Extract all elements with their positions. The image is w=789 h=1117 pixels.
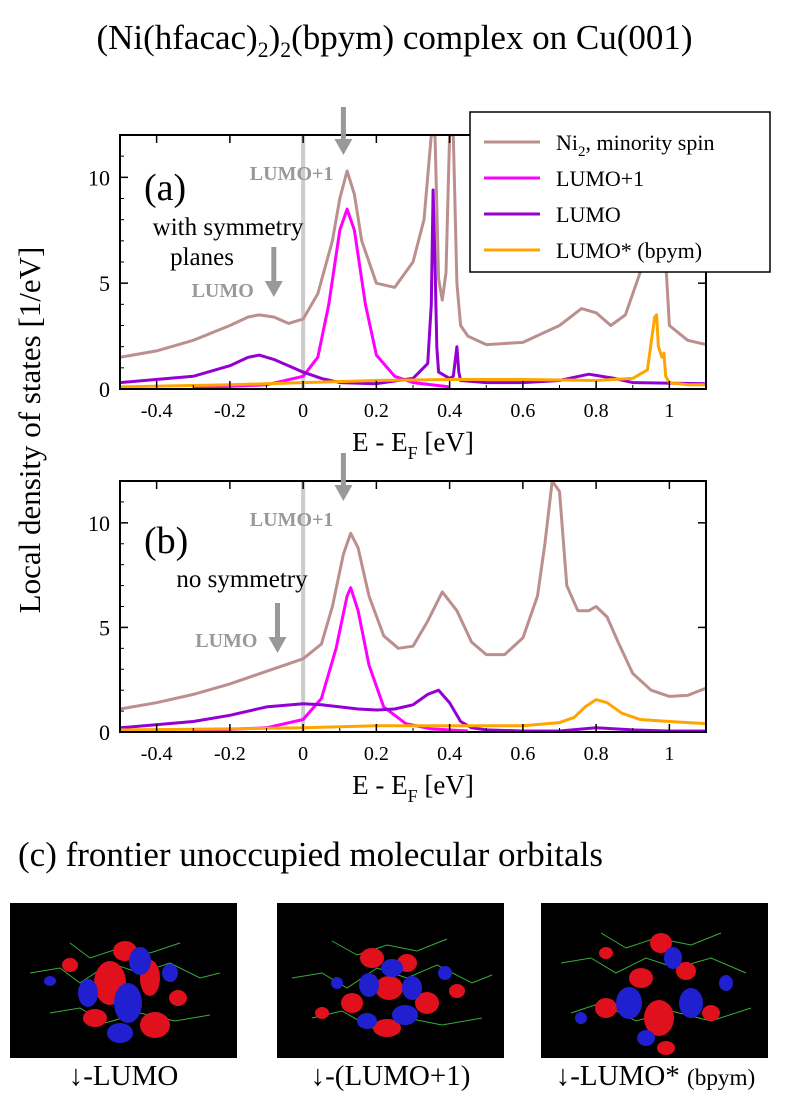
arrow-head <box>264 281 283 297</box>
x-tick-label: 0.8 <box>584 743 609 765</box>
y-tick-label: 0 <box>99 720 110 745</box>
section-c-title: (c) frontier unoccupied molecular orbita… <box>18 835 604 874</box>
x-tick-label: 0.6 <box>510 743 535 765</box>
x-axis-label: E - EF [eV] <box>352 427 474 463</box>
legend-label: LUMO <box>556 202 621 227</box>
legend-box <box>469 111 771 273</box>
legend-label: LUMO* (bpym) <box>556 238 702 263</box>
series-group <box>120 481 706 732</box>
orbital-image-lumo <box>10 903 237 1058</box>
x-tick-label: 0.2 <box>364 743 389 765</box>
y-tick-label: 5 <box>99 615 110 640</box>
x-axis-label: E - EF [eV] <box>352 770 474 806</box>
x-tick-label: 0.6 <box>510 400 535 422</box>
series-line-lumo <box>120 688 706 732</box>
series-line-lumo-bpym <box>120 698 706 732</box>
y-tick-label: 0 <box>99 377 110 402</box>
x-tick-label: -0.2 <box>214 743 246 765</box>
x-tick-label: 1 <box>664 400 674 422</box>
series-group <box>120 135 706 389</box>
series-line-lumo-1 <box>193 586 468 732</box>
plot-frame <box>119 480 707 733</box>
arrow-head <box>334 139 353 155</box>
x-tick-label: -0.4 <box>141 743 173 765</box>
panel-label: (a) <box>144 167 186 209</box>
series-line-ni2-minority-spin <box>120 135 706 359</box>
orbital-image-lumo-plus-1 <box>277 903 504 1058</box>
y-axis-label: Local density of states [1/eV] <box>12 247 47 614</box>
x-tick-label: -0.4 <box>141 400 173 422</box>
arrow-label-lumo-plus-1: LUMO+1 <box>250 163 334 185</box>
x-tick-label: 0.2 <box>364 400 389 422</box>
x-tick-label: 0.4 <box>437 743 462 765</box>
legend-label: Ni2, minority spin <box>556 130 714 160</box>
arrow-label-lumo-plus-1: LUMO+1 <box>250 509 334 531</box>
arrow-head <box>268 637 287 653</box>
y-tick-label: 10 <box>88 511 110 536</box>
annotation-no-symmetry: no symmetry <box>176 566 308 593</box>
orbital-lumo-plus-1-graphic <box>291 938 493 1037</box>
legend-label: LUMO+1 <box>556 166 644 191</box>
orbital-label-lumo: ↓-LUMO <box>68 1060 179 1092</box>
series-line-lumo-bpym <box>120 313 706 389</box>
x-tick-label: 0 <box>298 400 308 422</box>
arrow-head <box>334 485 353 501</box>
x-tick-label: 1 <box>664 743 674 765</box>
orbital-label-lumo-star-bpym: ↓-LUMO* (bpym) <box>555 1060 756 1092</box>
series-line-ni2-minority-spin <box>120 481 706 711</box>
x-tick-label: 0 <box>298 743 308 765</box>
y-tick-label: 5 <box>99 271 110 296</box>
x-tick-label: 0.4 <box>437 400 462 422</box>
arrow-label-lumo: LUMO <box>195 630 257 652</box>
figure-svg: Local density of states [1/eV] -0.4 -0.2 0… <box>12 107 771 806</box>
orbital-image-lumo-star-bpym <box>541 903 768 1058</box>
orbital-lumo-star-bpym-graphic <box>560 932 752 1055</box>
x-tick-label: -0.2 <box>214 400 246 422</box>
panel-label: (b) <box>144 520 188 562</box>
page-title: (Ni(hfacac)2)2(bpym) complex on Cu(001) <box>96 18 693 62</box>
series-line-lumo-1 <box>193 207 450 389</box>
x-tick-label: 0.8 <box>584 400 609 422</box>
annotation-with-symmetry: with symmetry <box>153 214 304 241</box>
series-line-lumo <box>120 188 706 386</box>
y-tick-label: 10 <box>88 165 110 190</box>
annotation-planes: planes <box>170 244 234 271</box>
arrow-label-lumo: LUMO <box>192 280 254 302</box>
orbital-label-lumo-plus-1: ↓-(LUMO+1) <box>310 1060 471 1092</box>
orbital-lumo-graphic <box>29 941 221 1043</box>
